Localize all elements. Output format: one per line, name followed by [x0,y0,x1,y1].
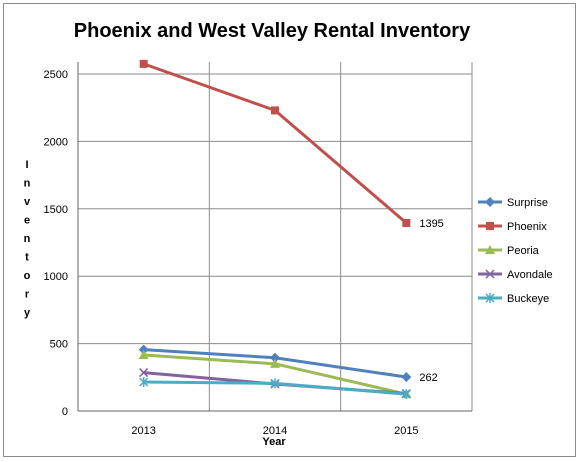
y-axis-title-letter: e [24,215,30,227]
legend-marker-buckeye [485,293,495,303]
data-point-buckeye [270,378,280,389]
y-axis-title-letter: n [24,178,31,190]
legend-label-buckeye: Buckeye [507,293,549,305]
legend-label-surprise: Surprise [507,197,548,209]
data-point-phoenix [271,106,279,115]
y-axis-title-letter: I [25,159,28,171]
legend-marker-peoria [485,245,495,254]
legend-marker-phoenix [486,222,494,230]
series-phoenix [139,59,411,227]
data-point-surprise [138,344,149,355]
y-axis-title-letter: t [25,252,29,264]
y-tick-label: 0 [62,406,68,418]
x-axis-ticks: 2013 2014 2015 [131,425,418,437]
y-axis-title-letter: r [25,289,30,301]
data-point-phoenix [139,59,148,68]
y-axis-title-letter: y [24,307,31,319]
y-axis-title: Inventory [24,159,31,319]
data-point-buckeye [401,389,411,400]
data-point-peoria [270,358,280,368]
legend: Surprise Phoenix Peoria Avondale Buckeye [478,197,553,305]
legend-label-avondale: Avondale [507,269,553,281]
data-point-phoenix [402,218,411,227]
legend-marker-avondale [485,269,495,279]
y-axis-title-letter: n [24,233,31,245]
series-buckeye [139,377,411,400]
y-tick-label: 500 [50,339,68,351]
y-tick-label: 2000 [44,136,68,148]
legend-marker-surprise [485,197,495,207]
grid [77,62,473,412]
y-axis-ticks: 0 500 1000 1500 2000 2500 [44,69,68,418]
legend-item-phoenix: Phoenix [478,221,547,233]
data-label-surprise: 262 [419,372,437,384]
data-label-phoenix: 1395 [419,218,443,230]
legend-item-avondale: Avondale [478,269,553,281]
data-point-surprise [270,352,280,363]
y-axis-title-letter: v [24,196,31,208]
data-labels: 1395 262 [419,218,443,384]
y-axis-title-letter: o [24,270,31,282]
x-tick-label: 2013 [131,425,155,437]
series-line-phoenix [143,62,408,225]
data-point-avondale [139,368,149,378]
chart-frame [3,3,576,457]
legend-item-buckeye: Buckeye [478,293,549,305]
legend-label-peoria: Peoria [507,245,540,257]
x-axis-title: Year [262,436,286,448]
chart-title: Phoenix and West Valley Rental Inventory [74,20,471,42]
legend-label-phoenix: Phoenix [507,221,547,233]
x-tick-label: 2015 [394,425,418,437]
y-tick-label: 1500 [44,204,68,216]
series-surprise [138,344,412,383]
data-point-surprise [401,372,412,383]
data-point-peoria [138,350,149,360]
legend-item-surprise: Surprise [478,197,548,209]
legend-item-peoria: Peoria [478,245,540,257]
series-group [138,59,412,400]
y-tick-label: 2500 [44,69,68,81]
x-tick-label: 2014 [263,425,287,437]
y-tick-label: 1000 [44,271,68,283]
data-point-buckeye [139,377,149,388]
